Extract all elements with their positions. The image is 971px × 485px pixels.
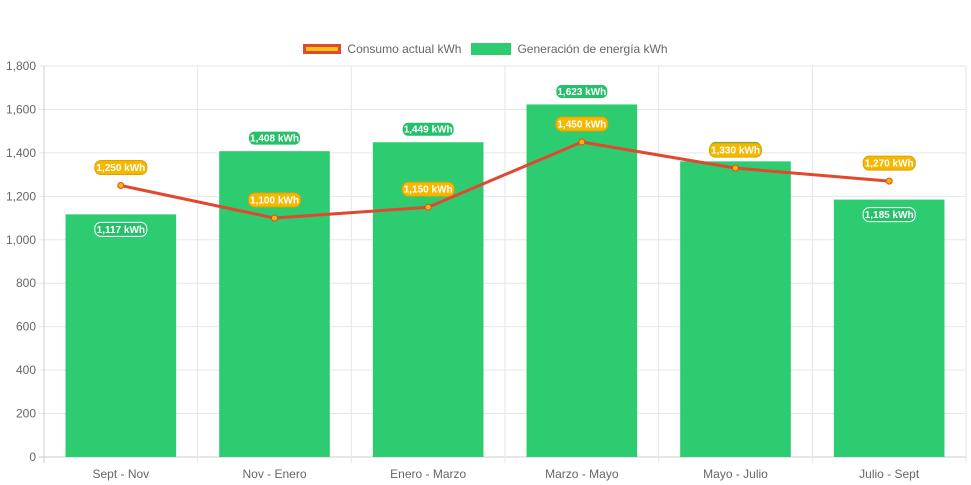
bar-data-label: 1,408 kWh xyxy=(250,134,299,145)
line-point xyxy=(117,181,125,189)
line-point xyxy=(424,203,432,211)
line-data-label: 1,270 kWh xyxy=(865,159,914,170)
y-tick-label: 400 xyxy=(16,363,36,377)
line-data-label-bg xyxy=(401,181,455,197)
x-tick-label: Nov - Enero xyxy=(242,467,306,481)
line-point xyxy=(271,214,278,222)
chart-legend: Consumo actual kWh Generación de energía… xyxy=(0,41,971,57)
y-tick-label: 200 xyxy=(16,407,36,421)
legend-item-consumo[interactable]: Consumo actual kWh xyxy=(303,41,461,57)
x-tick-label: Marzo - Mayo xyxy=(545,467,619,481)
legend-swatch-consumo xyxy=(303,44,342,54)
line-data-label-bg xyxy=(709,142,762,158)
y-tick-label: 1,200 xyxy=(6,189,36,203)
line-data-label-bg xyxy=(555,116,609,132)
x-tick-label: Mayo - Julio xyxy=(703,467,768,481)
y-tick-label: 1,400 xyxy=(6,146,36,160)
bar xyxy=(526,104,638,457)
line-data-label-bg xyxy=(862,155,916,171)
x-tick-label: Enero - Marzo xyxy=(390,467,466,481)
legend-label-generacion: Generación de energía kWh xyxy=(517,42,668,56)
line-series xyxy=(120,140,890,220)
bar-data-label: 1,185 kWh xyxy=(865,210,914,221)
bar-data-label: 1,623 kWh xyxy=(557,87,606,98)
line-point xyxy=(885,177,893,185)
y-tick-label: 1,000 xyxy=(6,233,36,247)
line-data-label: 1,100 kWh xyxy=(250,196,299,207)
y-tick-label: 600 xyxy=(16,320,36,334)
line-data-label-bg xyxy=(94,159,148,175)
line-data-label: 1,330 kWh xyxy=(711,146,760,157)
y-tick-label: 1,600 xyxy=(6,102,36,116)
bar xyxy=(833,199,945,457)
line-point xyxy=(578,138,586,146)
y-tick-label: 0 xyxy=(29,450,36,464)
bar xyxy=(680,161,791,458)
line-data-label-bg xyxy=(248,192,301,208)
line-data-label: 1,250 kWh xyxy=(96,163,145,174)
bar-data-label: 1,449 kWh xyxy=(404,125,453,136)
x-tick-label: Sept - Nov xyxy=(92,467,149,481)
bar-data-label-bg xyxy=(248,130,301,146)
bar-data-label-bg xyxy=(401,121,455,137)
legend-item-generacion[interactable]: Generación de energía kWh xyxy=(471,41,668,57)
bar-data-label: 1,117 kWh xyxy=(97,225,145,236)
line-data-label: 1,150 kWh xyxy=(404,185,453,196)
bar xyxy=(65,214,177,457)
line-data-label: 1,450 kWh xyxy=(557,120,606,131)
line-point xyxy=(732,164,739,172)
bar-data-label-bg xyxy=(94,221,148,237)
y-tick-label: 800 xyxy=(16,276,36,290)
legend-label-consumo: Consumo actual kWh xyxy=(347,42,462,56)
y-tick-label: 1,800 xyxy=(6,59,36,73)
bar-data-label-bg xyxy=(862,207,916,223)
x-tick-label: Julio - Sept xyxy=(859,467,920,481)
legend-swatch-generacion xyxy=(471,43,512,55)
bar-data-label-bg xyxy=(555,83,609,99)
